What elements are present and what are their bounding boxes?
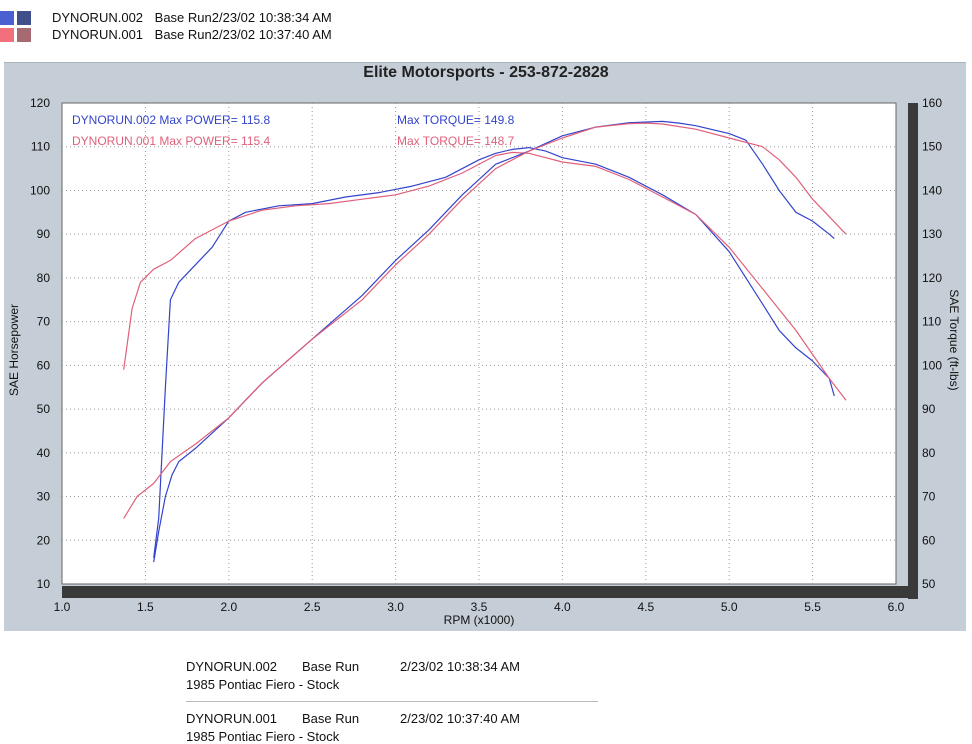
footer-run-name: DYNORUN.002 bbox=[186, 659, 278, 674]
legend-run-name: DYNORUN.001 bbox=[52, 27, 144, 42]
tick-labels: 1.0 1.5 2.0 2.5 3.0 3.5 4.0 4.5 5.0 5.5 6.0 10 20 30 4… bbox=[30, 96, 942, 614]
y-axis-left-label: SAE Horsepower bbox=[7, 304, 21, 396]
y-left-tick-label: 110 bbox=[31, 140, 50, 154]
series-lines bbox=[123, 120, 847, 563]
footer-run-name: DYNORUN.001 bbox=[186, 711, 278, 726]
legend-run-desc: Base Run2/23/02 10:38:34 AM bbox=[154, 10, 332, 25]
chart-title: Elite Motorsports - 253-872-2828 bbox=[363, 64, 609, 81]
legend-swatch-run001-b bbox=[17, 28, 31, 42]
x-tick-label: 1.0 bbox=[54, 600, 71, 614]
footer-run-label: Base Run bbox=[302, 659, 360, 674]
x-axis-label: RPM (x1000) bbox=[444, 613, 515, 627]
y-left-tick-label: 120 bbox=[30, 96, 50, 110]
y-left-tick-label: 20 bbox=[37, 533, 51, 547]
y-right-tick-label: 90 bbox=[922, 402, 936, 416]
y-right-tick-label: 140 bbox=[922, 183, 942, 197]
y-right-tick-label: 110 bbox=[922, 315, 941, 329]
y-right-tick-label: 100 bbox=[922, 358, 942, 372]
legend-swatch-run001-a bbox=[0, 28, 14, 42]
y-left-tick-label: 30 bbox=[37, 490, 51, 504]
right-axis-bar bbox=[908, 103, 918, 599]
series-line-3 bbox=[123, 122, 847, 519]
legend-run-name: DYNORUN.002 bbox=[52, 10, 144, 25]
y-right-tick-label: 120 bbox=[922, 271, 942, 285]
grid-lines bbox=[62, 103, 896, 584]
y-axis-right-label: SAE Torque (ft-lbs) bbox=[947, 289, 961, 390]
x-tick-label: 2.0 bbox=[220, 600, 237, 614]
series-line-1 bbox=[123, 151, 847, 401]
y-right-tick-label: 70 bbox=[922, 490, 936, 504]
annotation-run001-torque: Max TORQUE= 148.7 bbox=[397, 134, 515, 148]
x-tick-label: 5.0 bbox=[721, 600, 738, 614]
y-right-tick-label: 50 bbox=[922, 577, 936, 591]
legend-run-desc: Base Run2/23/02 10:37:40 AM bbox=[154, 27, 332, 42]
legend-swatch-run002-a bbox=[0, 11, 14, 25]
annotation-run002-torque: Max TORQUE= 149.8 bbox=[397, 113, 515, 127]
y-left-tick-label: 10 bbox=[37, 577, 51, 591]
y-right-tick-label: 60 bbox=[922, 533, 936, 547]
y-left-tick-label: 70 bbox=[37, 315, 51, 329]
y-left-tick-label: 40 bbox=[37, 446, 51, 460]
x-tick-label: 3.5 bbox=[471, 600, 488, 614]
legend-swatch-run002-b bbox=[17, 11, 31, 25]
y-left-tick-label: 100 bbox=[30, 183, 50, 197]
y-left-tick-label: 80 bbox=[37, 271, 51, 285]
y-right-tick-label: 160 bbox=[922, 96, 942, 110]
annotation-run001-power: DYNORUN.001 Max POWER= 115.4 bbox=[72, 134, 271, 148]
y-left-tick-label: 50 bbox=[37, 402, 51, 416]
bottom-axis-bar bbox=[62, 586, 918, 598]
x-tick-label: 4.5 bbox=[637, 600, 654, 614]
footer-divider bbox=[186, 701, 598, 702]
x-tick-label: 5.5 bbox=[804, 600, 821, 614]
x-tick-label: 1.5 bbox=[137, 600, 154, 614]
annotation-run002-power: DYNORUN.002 Max POWER= 115.8 bbox=[72, 113, 271, 127]
y-left-tick-label: 90 bbox=[37, 227, 51, 241]
x-tick-label: 6.0 bbox=[888, 600, 905, 614]
footer-run-label: Base Run bbox=[302, 711, 360, 726]
footer-vehicle: 1985 Pontiac Fiero - Stock bbox=[186, 677, 340, 692]
footer-vehicle: 1985 Pontiac Fiero - Stock bbox=[186, 729, 340, 744]
series-line-0 bbox=[153, 147, 835, 558]
footer-run-datetime: 2/23/02 10:37:40 AM bbox=[400, 711, 520, 726]
y-right-tick-label: 130 bbox=[922, 227, 942, 241]
y-right-tick-label: 80 bbox=[922, 446, 936, 460]
x-tick-label: 4.0 bbox=[554, 600, 571, 614]
x-tick-label: 3.0 bbox=[387, 600, 404, 614]
footer-run-datetime: 2/23/02 10:38:34 AM bbox=[400, 659, 520, 674]
y-right-tick-label: 150 bbox=[922, 140, 942, 154]
x-tick-label: 2.5 bbox=[304, 600, 321, 614]
y-left-tick-label: 60 bbox=[37, 358, 51, 372]
